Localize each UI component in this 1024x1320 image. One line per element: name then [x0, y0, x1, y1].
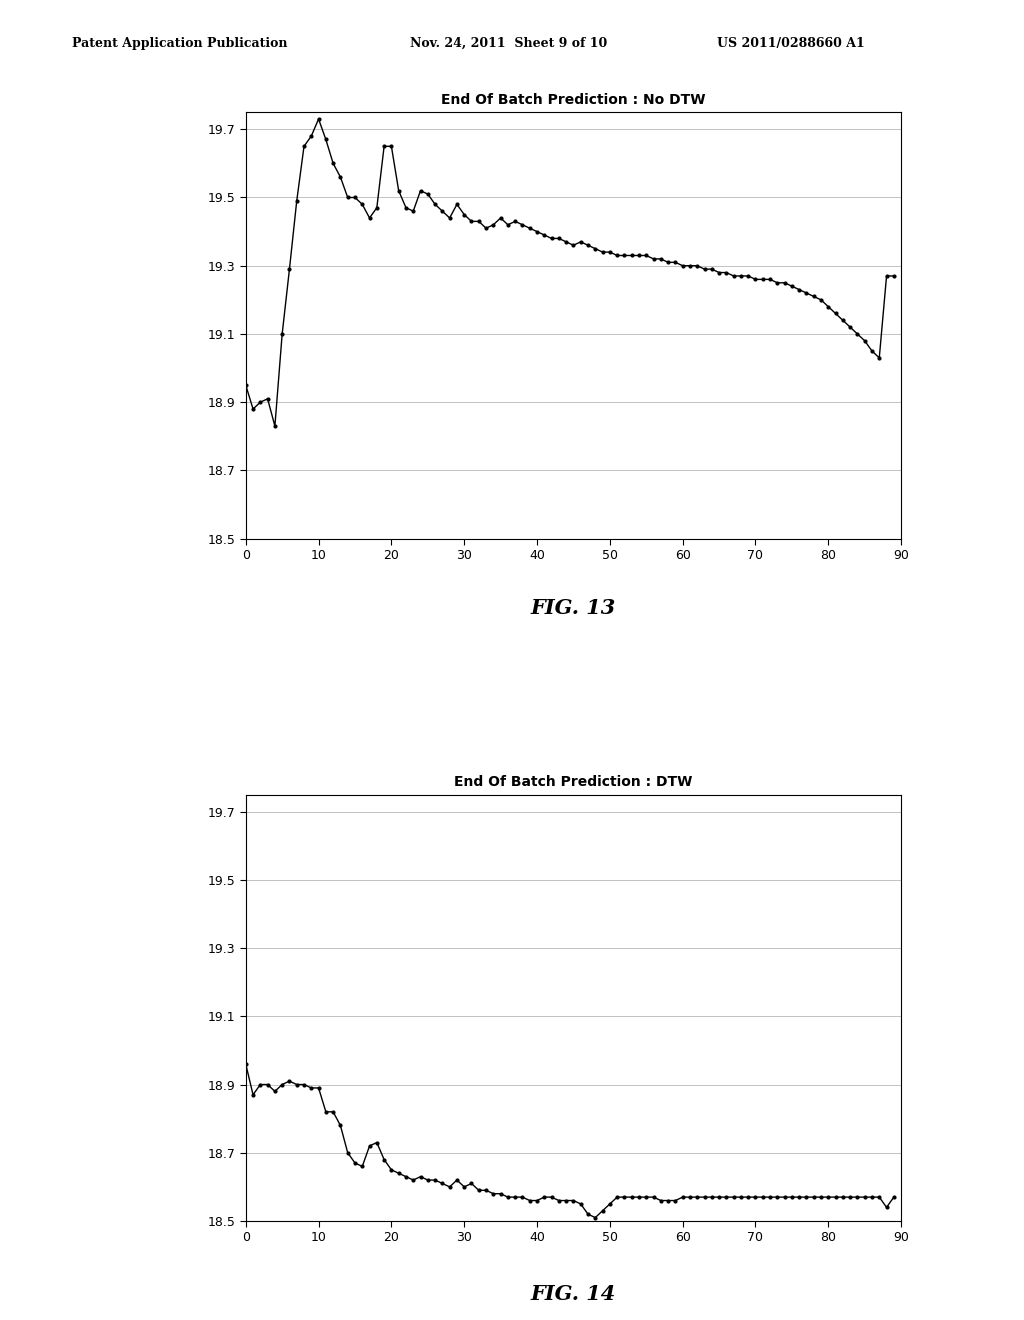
Text: Nov. 24, 2011  Sheet 9 of 10: Nov. 24, 2011 Sheet 9 of 10: [410, 37, 607, 50]
Text: FIG. 13: FIG. 13: [530, 598, 616, 618]
Title: End Of Batch Prediction : No DTW: End Of Batch Prediction : No DTW: [441, 92, 706, 107]
Text: FIG. 14: FIG. 14: [530, 1284, 616, 1304]
Text: US 2011/0288660 A1: US 2011/0288660 A1: [717, 37, 864, 50]
Text: Patent Application Publication: Patent Application Publication: [72, 37, 287, 50]
Title: End Of Batch Prediction : DTW: End Of Batch Prediction : DTW: [455, 775, 692, 789]
